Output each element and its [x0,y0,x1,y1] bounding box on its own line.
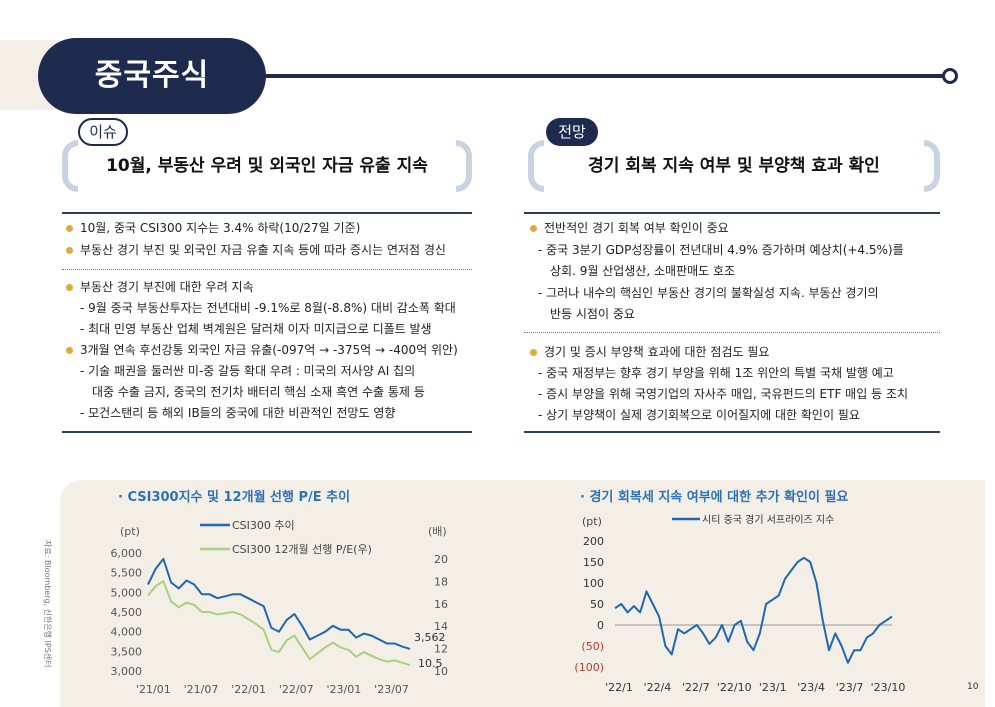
chart2-y-tick: 100 [583,577,604,590]
chart1-y-tick-left: 4,000 [111,626,143,639]
page-title: 중국주식 [94,58,210,93]
chart1-y-tick-right: 14 [434,620,448,633]
right-line-6: 경기 및 증시 부양책 효과에 대한 점검도 필요 [544,345,770,359]
issue-tag: 이슈 [78,118,128,146]
right-line-9: - 상기 부양책이 실제 경기회복으로 이어질지에 대한 확인이 필요 [538,408,860,422]
chart2-y-tick: 150 [583,556,604,569]
chart2-y-tick: (50) [581,640,604,653]
chart2-x-tick: '22/1 [605,681,633,694]
bullet-dot [66,247,73,254]
left-dotted-divider [62,269,472,270]
chart2-title: · 경기 회복세 지속 여부에 대한 추가 확인이 필요 [580,490,849,505]
outlook-headline: 경기 회복 지속 여부 및 부양책 효과 확인 [588,156,880,176]
right-line-3: 상회. 9월 산업생산, 소매판매도 호조 [550,264,736,278]
title-pill [38,38,266,114]
chart2-y-tick: 200 [583,535,604,548]
left-line-1: 10월, 중국 CSI300 지수는 3.4% 하락(10/27일 기준) [80,221,361,235]
chart1-y-tick-right: 12 [434,643,448,656]
right-bracket-open [528,140,544,192]
chart1-x-tick: '21/01 [136,683,171,696]
chart1-y-tick-right: 18 [434,575,448,588]
chart1-x-tick: '22/01 [231,683,266,696]
right-line-7: - 중국 재정부는 향후 경기 부양을 위해 1조 위안의 특별 국채 발행 예… [538,366,894,380]
chart1-legend-csi300: CSI300 추이 [232,519,295,532]
left-bracket-close [456,140,472,192]
issue-headline: 10월, 부동산 우려 및 외국인 자금 유출 지속 [106,156,428,176]
chart2-x-tick: '23/10 [871,681,905,694]
source-note: 자료: Bloomberg, 신한은행 IPS센터 [43,540,52,668]
chart1-series-pe-line [147,580,411,667]
left-line-9: - 모건스탠리 등 해외 IB들의 중국에 대한 비관적인 전망도 영향 [80,406,396,420]
title-underline [266,74,944,78]
right-line-8: - 증시 부양을 위해 국영기업의 자사주 매입, 국유펀드의 ETF 매입 등… [538,387,909,401]
chart1-x-tick: '23/07 [374,683,409,696]
bullet-dot [66,284,73,291]
right-line-1: 전반적인 경기 회복 여부 확인이 중요 [544,221,729,235]
chart2-x-tick: '23/7 [836,681,864,694]
surprise-index-chart: (pt) 200 150 100 50 0 (50) (100)'22/1 '22/4 '22/7… [574,513,905,694]
title-line-end-dot [942,68,958,84]
right-bracket-close [924,140,940,192]
right-bottom-rule [524,431,940,433]
right-line-2: - 중국 3분기 GDP성장률이 전년대비 4.9% 증가하며 예상치(+4.5… [538,243,904,257]
chart1-y-tick-left: 4,500 [111,606,143,619]
chart1-left-unit: (pt) [120,525,140,538]
chart2-legend-label: 시티 중국 경기 서프라이즈 지수 [702,513,834,526]
bullet-dot [66,347,73,354]
chart1-y-tick-left: 3,500 [111,645,143,658]
right-line-5: 반등 시점이 중요 [550,307,635,321]
chart2-x-tick: '23/1 [759,681,787,694]
chart2-y-tick: (100) [574,661,604,674]
chart2-x-tick: '23/4 [797,681,825,694]
left-line-6: 3개월 연속 후선강통 외국인 자금 유출(-097억 → -375억 → -4… [80,343,458,357]
outlook-tag: 전망 [546,118,598,146]
chart1-series-csi300-line [147,557,411,650]
chart1-y-tick-right: 16 [434,598,448,611]
left-bottom-rule [62,431,472,433]
right-top-rule [524,212,940,214]
chart1-x-tick: '23/01 [327,683,362,696]
chart1-right-unit: (배) [428,525,447,538]
left-line-4: - 9월 중국 부동산투자는 전년대비 -9.1%로 8월(-8.8%) 대비 … [80,301,456,315]
chart2-y-tick: 0 [597,619,604,632]
chart2-x-tick: '22/7 [682,681,710,694]
left-line-3: 부동산 경기 부진에 대한 우려 지속 [80,280,254,294]
right-dotted-divider [524,332,940,333]
right-line-4: - 그러나 내수의 핵심인 부동산 경기의 불확실성 지속. 부동산 경기의 [538,286,879,300]
chart1-y-tick-left: 6,000 [111,547,143,560]
left-bracket-open [62,140,78,192]
chart1-x-tick: '22/07 [279,683,314,696]
left-line-8: 대중 수출 금지, 중국의 전기차 배터리 핵심 소재 흑연 수출 통제 등 [92,385,425,399]
left-line-5: - 최대 민영 부동산 업체 벽계원은 달러채 이자 미지급으로 디폴트 발생 [80,322,432,336]
chart1-y-tick-left: 5,000 [111,586,143,599]
chart2-unit: (pt) [582,515,602,528]
bullet-dot [66,225,73,232]
left-top-rule [62,212,472,214]
chart1-end-label-pe: 10.5 [418,657,443,670]
chart1-y-tick-left: 3,000 [111,665,143,678]
chart1-y-tick-right: 10 [434,665,448,678]
bullet-dot [530,349,537,356]
chart2-x-tick: '22/10 [717,681,752,694]
chart1-title: · CSI300지수 및 12개월 선행 P/E 추이 [118,490,351,505]
left-line-7: - 기술 패권을 둘러싼 미-중 갈등 확대 우려 : 미국의 저사양 AI 칩… [80,364,416,378]
chart1-x-tick: '21/07 [184,683,219,696]
chart1-legend-pe: CSI300 12개월 선행 P/E(우) [232,543,372,556]
page-number: 10 [967,682,979,692]
chart2-y-tick: 50 [590,598,604,611]
chart2-x-tick: '22/4 [644,681,672,694]
chart1-end-label-csi300: 3,562 [414,631,446,644]
bullet-dot [530,225,537,232]
chart1-y-tick-left: 5,500 [111,567,143,580]
left-line-2: 부동산 경기 부진 및 외국인 자금 유출 지속 등에 따라 증시는 연저점 경… [80,243,446,257]
chart1-y-tick-right: 20 [434,553,448,566]
csi300-chart: (pt) (배) 6,000 5,500 5,000 4,500 4,000 3,500 3,0… [111,519,449,696]
chart2-series-line [614,556,893,664]
chart-section-background [60,480,985,707]
